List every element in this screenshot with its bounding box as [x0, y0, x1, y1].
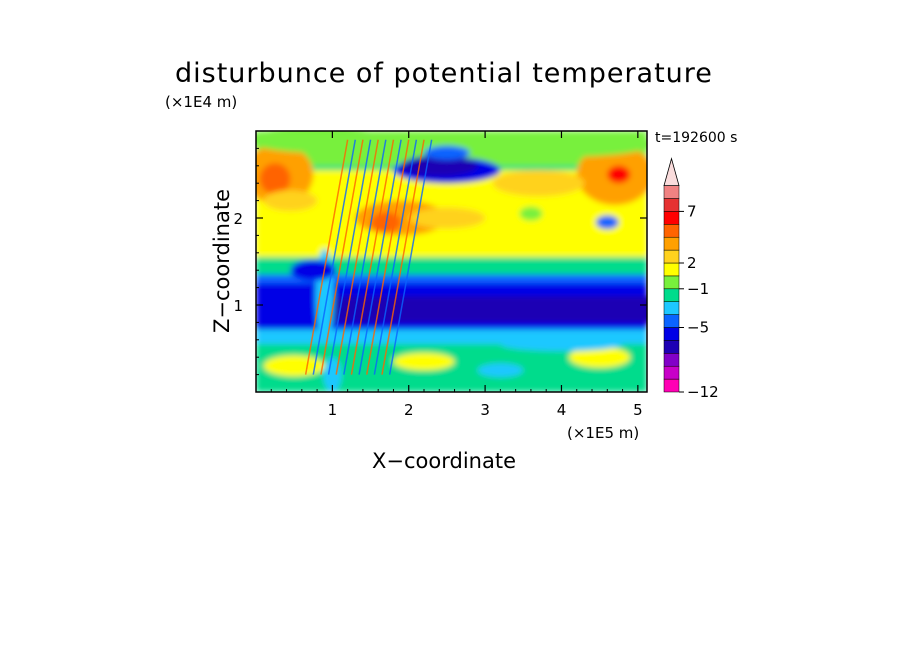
x-tick-label: 1	[328, 401, 338, 419]
colorbar-label: −1	[687, 280, 709, 298]
colorbar-segment	[663, 198, 680, 212]
x-axis-ticks: 1 2 3 4 5	[270, 131, 643, 419]
colorbar-segment	[663, 288, 680, 302]
colorbar-segment	[663, 275, 680, 290]
x-axis-multiplier: (×1E5 m)	[567, 424, 640, 442]
colorbar-segment	[663, 340, 680, 354]
colorbar-extension-arrow	[663, 157, 680, 187]
colorbar-segment	[663, 185, 680, 199]
colorbar-segment	[663, 262, 680, 277]
colorbar-segment	[663, 365, 680, 380]
colorbar-segment	[663, 327, 680, 341]
colorbar-segment	[663, 378, 680, 393]
colorbar-segment	[663, 236, 680, 251]
x-tick-label: 3	[480, 401, 490, 419]
y-axis-multiplier: (×1E4 m)	[165, 93, 238, 111]
colorbar-label: −12	[687, 383, 719, 401]
y-tick-label: 2	[233, 210, 243, 228]
x-tick-label: 2	[404, 401, 414, 419]
colorbar-segment	[663, 224, 680, 238]
colorbar-segment	[663, 249, 680, 264]
colorbar: −12−5−127	[663, 157, 719, 401]
chart-title: disturbunce of potential temperature	[175, 58, 713, 89]
x-axis-label: X−coordinate	[372, 449, 516, 473]
colorbar-label: −5	[687, 319, 709, 337]
x-tick-label: 4	[557, 401, 567, 419]
heatmap-field	[256, 131, 647, 392]
x-tick-label: 5	[633, 401, 643, 419]
colorbar-segment	[663, 353, 680, 367]
time-label: t=192600 s	[655, 130, 738, 146]
colorbar-segment	[663, 301, 680, 315]
plot-frame	[255, 130, 648, 393]
colorbar-segment	[663, 211, 680, 225]
colorbar-segment	[663, 314, 680, 328]
colorbar-label: 2	[687, 254, 697, 272]
y-tick-label: 1	[233, 297, 243, 315]
y-axis-ticks: 12	[233, 147, 647, 376]
colorbar-label: 7	[687, 202, 697, 220]
